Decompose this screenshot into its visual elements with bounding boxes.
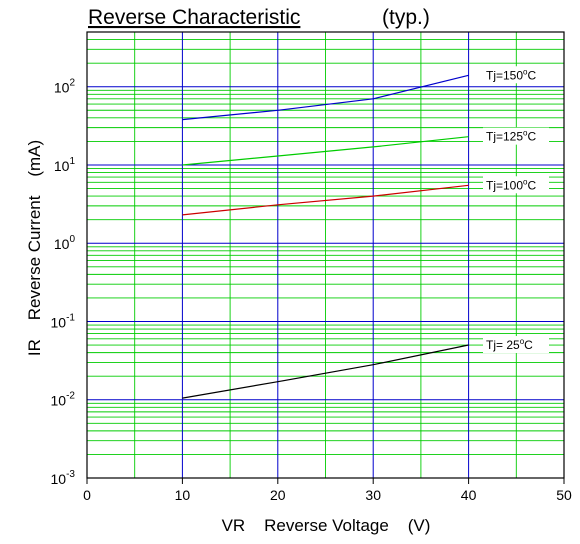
- y-tick-exponent: -1: [66, 312, 75, 323]
- chart-title: Reverse Characteristic: [88, 6, 300, 29]
- series-line: [182, 136, 469, 166]
- y-tick-base: 10: [51, 393, 67, 409]
- series-label-unit: C: [524, 338, 533, 352]
- y-tick-exponent: 2: [69, 78, 75, 89]
- series-label-degree: o: [523, 67, 528, 76]
- series-label-unit: C: [527, 178, 536, 192]
- grid: [87, 32, 564, 478]
- series-label-main: Tj=100: [486, 178, 523, 192]
- x-tick-label: 10: [175, 487, 191, 503]
- series-label: Tj=150oC: [486, 67, 536, 82]
- y-tick-label: 10-1: [51, 312, 76, 330]
- series-line: [182, 74, 469, 121]
- x-tick-label: 0: [83, 487, 91, 503]
- series-layer: [182, 74, 469, 399]
- series-label-degree: o: [520, 337, 525, 346]
- x-tick-label: 40: [461, 487, 477, 503]
- series-label-main: Tj=125: [486, 130, 523, 144]
- series-label-background: [483, 127, 549, 145]
- y-tick-label: 101: [54, 156, 76, 174]
- y-tick-base: 10: [51, 471, 67, 487]
- y-tick-label: 10-3: [51, 469, 76, 487]
- series-line: [182, 344, 469, 399]
- y-tick-exponent: 0: [69, 234, 75, 245]
- y-tick-label: 100: [54, 234, 76, 252]
- y-tick-exponent: -3: [66, 469, 75, 480]
- series-label-unit: C: [527, 130, 536, 144]
- x-tick-label: 20: [270, 487, 286, 503]
- y-tick-base: 10: [54, 158, 70, 174]
- series-label: Tj=125oC: [486, 129, 536, 144]
- y-tick-base: 10: [54, 80, 70, 96]
- series-label-degree: o: [523, 129, 528, 138]
- y-axis-label: IR Reverse Current (mA): [25, 140, 44, 356]
- series-label-main: Tj=150: [486, 68, 523, 82]
- series-label-main: Tj= 25: [486, 338, 520, 352]
- series-label-background: [483, 336, 549, 354]
- y-tick-base: 10: [51, 314, 67, 330]
- y-tick-exponent: 1: [69, 156, 75, 167]
- x-tick-label: 50: [556, 487, 572, 503]
- series-label-degree: o: [523, 177, 528, 186]
- plot-frame: [86, 31, 565, 479]
- x-axis-label: VR Reverse Voltage (V): [222, 516, 431, 535]
- x-tick-label: 30: [365, 487, 381, 503]
- y-tick-exponent: -2: [66, 391, 75, 402]
- series-label: Tj=100oC: [486, 177, 536, 192]
- series-label-background: [483, 176, 549, 194]
- y-tick-base: 10: [54, 236, 70, 252]
- series-line: [182, 184, 469, 216]
- series-label: Tj= 25oC: [486, 337, 533, 352]
- series-label-unit: C: [527, 68, 536, 82]
- y-tick-label: 10-2: [51, 391, 76, 409]
- series-label-background: [483, 66, 549, 84]
- y-tick-label: 102: [54, 78, 76, 96]
- chart-subtitle: (typ.): [382, 6, 430, 29]
